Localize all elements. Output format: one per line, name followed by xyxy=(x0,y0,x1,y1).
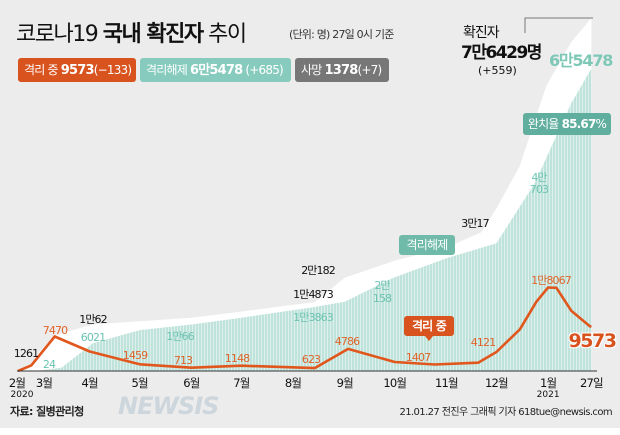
data-label: 4만 xyxy=(531,171,547,184)
source: 자료: 질병관리청 xyxy=(10,405,84,418)
deaths-badge: 사망 1378(+7) xyxy=(295,58,389,82)
data-label: 4786 xyxy=(334,335,360,348)
credit: 21.01.27 전진우 그래픽 기자 618tue@newsis.com xyxy=(399,407,612,418)
released-series-tag: 격리해제 xyxy=(399,235,455,255)
data-label: 713 xyxy=(173,354,193,367)
isolated-series-tag: 격리 중 xyxy=(404,316,454,336)
x-tick-label: 4월 xyxy=(81,376,99,390)
data-label: 6021 xyxy=(80,331,106,344)
recovery-rate-badge: 완치율 85.67% xyxy=(523,113,611,135)
year-label: 2020 xyxy=(10,390,34,400)
data-label: 1261 xyxy=(13,347,39,360)
x-tick-label: 8월 xyxy=(284,376,302,390)
isolated-badge: 격리 중 9573(−133) xyxy=(18,58,136,82)
data-label: 1148 xyxy=(224,352,250,365)
page-title: 코로나19 국내 확진자 추이 xyxy=(16,22,247,47)
x-tick-label: 12월 xyxy=(485,376,509,390)
total-value: 7만6429명 xyxy=(461,43,542,63)
data-label: 623 xyxy=(301,353,321,366)
current-isolated-label: 9573 xyxy=(568,330,617,352)
data-label: 4121 xyxy=(470,336,496,349)
x-tick-label: 5월 xyxy=(131,376,149,390)
data-label: 7470 xyxy=(42,324,68,337)
total-bracket xyxy=(524,17,593,33)
subtitle: (단위: 명) 27일 0시 기준 xyxy=(289,28,394,41)
x-tick-label: 10월 xyxy=(383,376,407,390)
total-label: 확진자 xyxy=(463,25,500,41)
data-label: 2만182 xyxy=(301,264,336,277)
data-label: 1만62 xyxy=(79,313,107,326)
data-label: 1만3863 xyxy=(293,311,334,324)
x-tick-label: 7월 xyxy=(233,376,250,390)
data-label: 158 xyxy=(372,292,392,305)
isolated-tag-pointer xyxy=(425,336,433,341)
data-label: 1407 xyxy=(405,351,431,364)
x-tick-label: 11월 xyxy=(434,376,459,390)
x-tick-label: 1월 xyxy=(539,376,557,390)
footer-strip xyxy=(0,428,620,435)
isolated-line xyxy=(17,286,592,373)
data-label: 1만8067 xyxy=(531,274,572,287)
data-label: 1만66 xyxy=(166,330,194,343)
data-label: 3만17 xyxy=(461,217,489,230)
x-tick-label: 3월 xyxy=(35,376,53,390)
year-label: 2021 xyxy=(536,390,560,400)
data-label: 24 xyxy=(42,358,56,371)
x-tick-label: 6월 xyxy=(183,376,200,390)
data-label: 1만4873 xyxy=(293,288,334,301)
x-tick-label: 2월 xyxy=(8,376,26,390)
x-tick-label: 27일 xyxy=(580,376,604,390)
watermark-logo: NEWSIS xyxy=(118,392,219,420)
data-label: 2만 xyxy=(374,279,390,292)
data-label: 703 xyxy=(529,183,549,196)
released-area xyxy=(17,68,592,371)
data-label: 1459 xyxy=(122,349,148,362)
released-badge: 격리해제 6만5478 (+685) xyxy=(140,58,291,82)
released-total-label: 6만5478 xyxy=(549,51,613,70)
total-change: (+559) xyxy=(478,64,517,77)
x-tick-label: 9월 xyxy=(336,376,354,390)
